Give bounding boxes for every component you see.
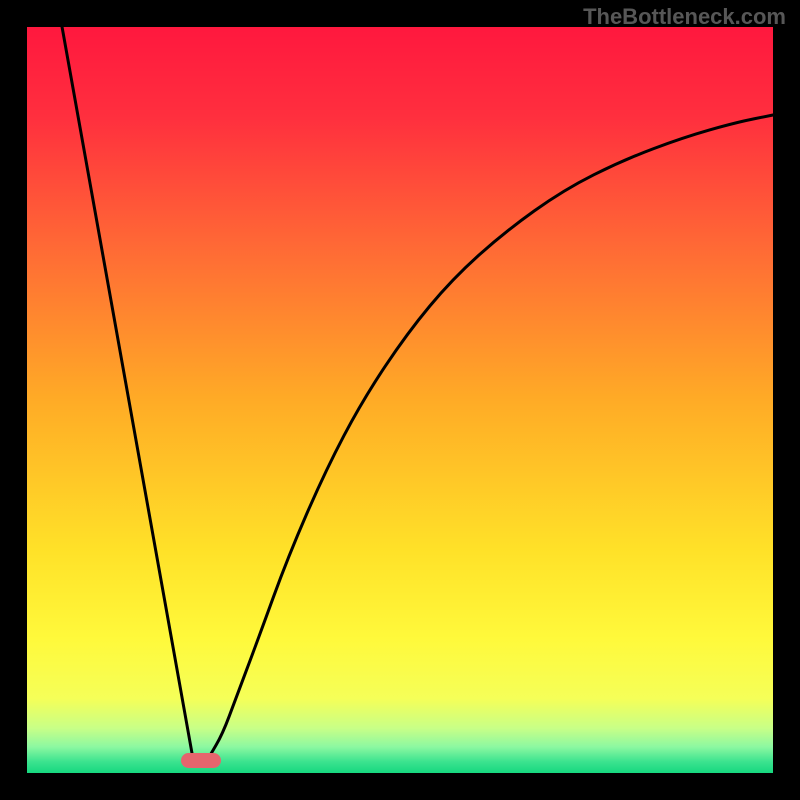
- curve-layer: [27, 27, 773, 773]
- optimum-marker: [181, 753, 221, 768]
- chart-container: TheBottleneck.com: [0, 0, 800, 800]
- plot-area: [27, 27, 773, 773]
- attribution-label: TheBottleneck.com: [583, 4, 786, 30]
- bottleneck-curve: [62, 27, 773, 760]
